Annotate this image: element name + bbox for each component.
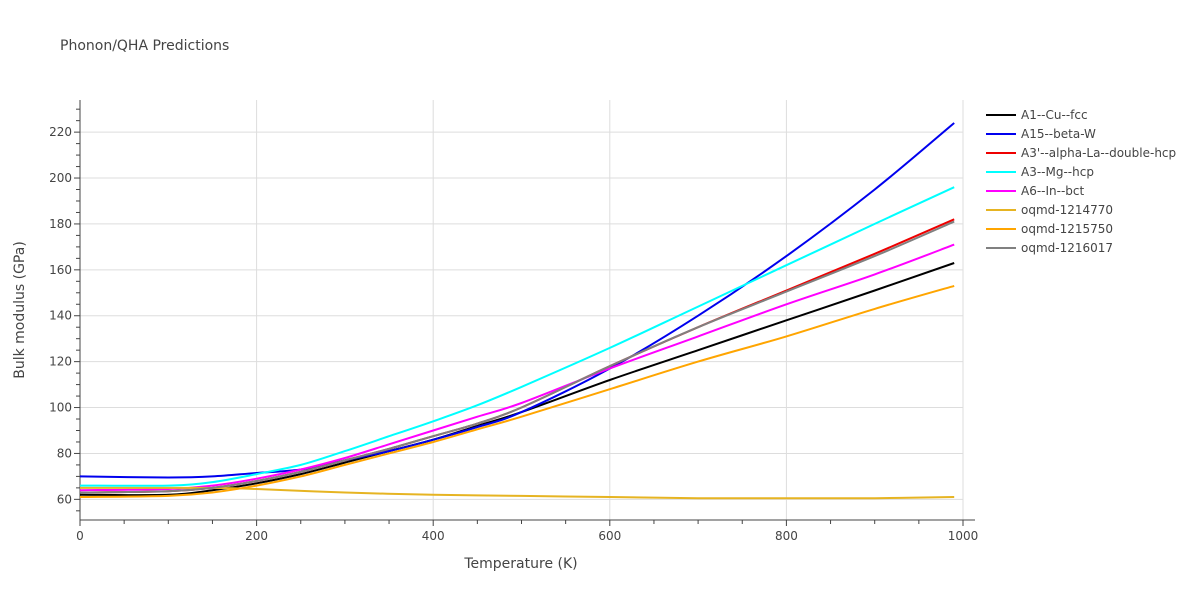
legend-label: oqmd-1216017 [1021,241,1113,255]
y-axis-ticks: 60 80 100 120 140 160 180 200 220 [49,108,80,512]
legend-item[interactable]: A15--beta-W [986,127,1096,141]
series-line-3 [79,218,955,494]
y-tick-label: 200 [49,171,72,185]
chart-title: Phonon/QHA Predictions [60,38,229,54]
x-tick-label: 600 [598,529,621,543]
legend-label: oqmd-1215750 [1021,222,1113,236]
legend[interactable]: A1--Cu--fcc A15--beta-W A3'--alpha-La--dou… [986,108,1176,255]
series-line-5 [79,243,955,492]
y-axis-title: Bulk modulus (GPa) [12,241,28,379]
x-axis-ticks: 0 200 400 600 800 1000 [76,520,978,543]
legend-item[interactable]: oqmd-1215750 [986,222,1113,236]
series-lines [79,122,955,500]
series-line-2 [79,122,955,479]
grid-lines [80,100,964,520]
y-tick-label: 180 [49,217,72,231]
x-tick-label: 200 [245,529,268,543]
y-tick-label: 120 [49,355,72,369]
series-line-1 [79,262,955,497]
legend-item[interactable]: A1--Cu--fcc [986,108,1088,122]
axes [79,100,975,521]
y-tick-label: 140 [49,309,72,323]
legend-label: A1--Cu--fcc [1021,108,1088,122]
series-line-4 [79,186,955,487]
y-tick-label: 160 [49,263,72,277]
x-tick-label: 1000 [948,529,979,543]
series-line-8 [79,220,955,494]
legend-item[interactable]: oqmd-1216017 [986,241,1113,255]
legend-label: A3'--alpha-La--double-hcp [1021,146,1176,160]
x-axis-title: Temperature (K) [463,556,577,572]
legend-label: A6--In--bct [1021,184,1085,198]
legend-label: oqmd-1214770 [1021,203,1113,217]
x-tick-label: 0 [76,529,84,543]
x-tick-label: 400 [422,529,445,543]
legend-item[interactable]: oqmd-1214770 [986,203,1113,217]
y-tick-label: 220 [49,125,72,139]
y-tick-label: 60 [57,492,72,506]
y-tick-label: 80 [57,446,72,460]
legend-item[interactable]: A6--In--bct [986,184,1085,198]
legend-item[interactable]: A3--Mg--hcp [986,165,1094,179]
x-tick-label: 800 [775,529,798,543]
legend-label: A3--Mg--hcp [1021,165,1094,179]
y-tick-label: 100 [49,401,72,415]
legend-item[interactable]: A3'--alpha-La--double-hcp [986,146,1176,160]
series-line-7 [79,284,955,498]
legend-label: A15--beta-W [1021,127,1096,141]
